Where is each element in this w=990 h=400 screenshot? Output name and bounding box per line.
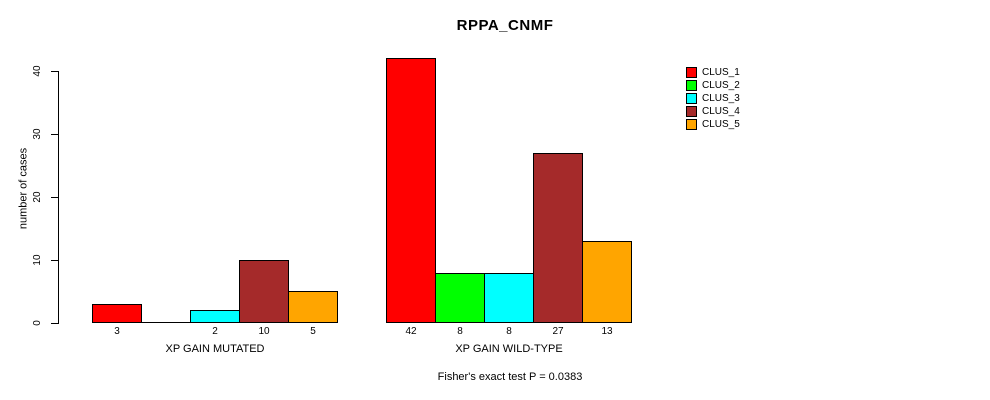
y-tick-label: 30 [32,128,43,140]
bar-clus_1-group1 [92,304,142,323]
bar-clus_5-group1 [288,291,338,323]
chart-title: RPPA_CNMF [456,17,554,34]
bar-clus_4-group1 [239,260,289,323]
bar-value-label: 2 [212,326,218,337]
legend-item-clus_2: CLUS_2 [686,79,740,92]
bar-clus_4-group2 [533,153,583,323]
legend-item-clus_5: CLUS_5 [686,118,740,131]
y-tick-label: 40 [32,65,43,77]
y-tick [51,259,58,261]
x-group-label-wild-type: XP GAIN WILD-TYPE [455,343,563,355]
legend-swatch-icon [686,80,697,91]
legend-swatch-icon [686,119,697,130]
legend-swatch-icon [686,93,697,104]
bar-clus_3-group1 [190,310,240,323]
y-tick [51,133,58,135]
y-axis-title: number of cases [17,147,30,230]
bar-clus_3-group2 [484,273,534,323]
legend-item-clus_3: CLUS_3 [686,92,740,105]
bar-value-label: 13 [601,326,613,337]
bar-value-label: 10 [258,326,270,337]
legend-label: CLUS_1 [702,67,740,78]
y-tick-label: 20 [32,191,43,203]
bar-value-label: 8 [506,326,512,337]
fisher-test-annotation: Fisher's exact test P = 0.0383 [437,371,583,383]
legend-item-clus_1: CLUS_1 [686,66,740,79]
bar-value-label: 27 [552,326,564,337]
bar-value-label: 3 [114,326,120,337]
legend-label: CLUS_4 [702,106,740,117]
y-tick-label: 10 [32,254,43,266]
bar-clus_2-group2 [435,273,485,323]
y-axis-line [58,71,59,324]
legend: CLUS_1 CLUS_2 CLUS_3 CLUS_4 CLUS_5 [686,66,740,131]
legend-item-clus_4: CLUS_4 [686,105,740,118]
bar-clus_2-group1-zero [141,322,191,323]
legend-label: CLUS_2 [702,80,740,91]
y-tick [51,196,58,198]
bar-value-label: 42 [405,326,417,337]
x-group-label-mutated: XP GAIN MUTATED [165,343,265,355]
bar-clus_1-group2 [386,58,436,323]
bar-value-label: 5 [310,326,316,337]
y-tick [51,322,58,324]
y-tick-label: 0 [32,320,43,326]
legend-swatch-icon [686,67,697,78]
legend-label: CLUS_5 [702,119,740,130]
bar-value-label: 8 [457,326,463,337]
y-tick [51,70,58,72]
bar-clus_5-group2 [582,241,632,323]
legend-swatch-icon [686,106,697,117]
legend-label: CLUS_3 [702,93,740,104]
